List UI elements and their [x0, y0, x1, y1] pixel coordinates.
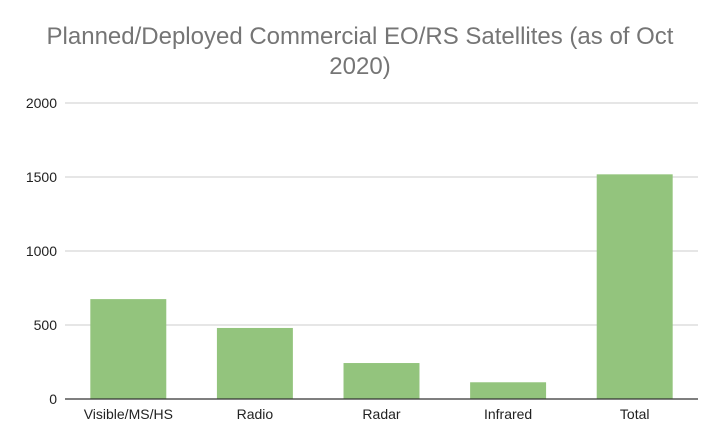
x-tick-label: Radio	[237, 406, 274, 422]
bar-radio	[216, 327, 293, 399]
chart-title: Planned/Deployed Commercial EO/RS Satell…	[46, 23, 674, 80]
bar-radar	[343, 363, 420, 399]
y-axis-ticks: 0 500 1000 1500 2000	[26, 95, 57, 407]
y-tick-label: 0	[49, 391, 57, 407]
bar-infrared	[470, 382, 547, 399]
gridlines	[65, 102, 698, 326]
x-axis-ticks: Visible/MS/HS Radio Radar Infrared Total	[84, 406, 650, 422]
x-tick-label: Total	[620, 406, 650, 422]
y-tick-label: 1500	[26, 169, 57, 185]
y-tick-label: 500	[34, 317, 58, 333]
x-tick-label: Visible/MS/HS	[84, 406, 173, 422]
bar-total	[596, 174, 673, 399]
x-tick-label: Infrared	[484, 406, 532, 422]
x-tick-label: Radar	[362, 406, 400, 422]
y-tick-label: 2000	[26, 95, 57, 111]
bar-visible-ms-hs	[90, 299, 167, 399]
y-tick-label: 1000	[26, 243, 57, 259]
bars	[90, 174, 673, 399]
